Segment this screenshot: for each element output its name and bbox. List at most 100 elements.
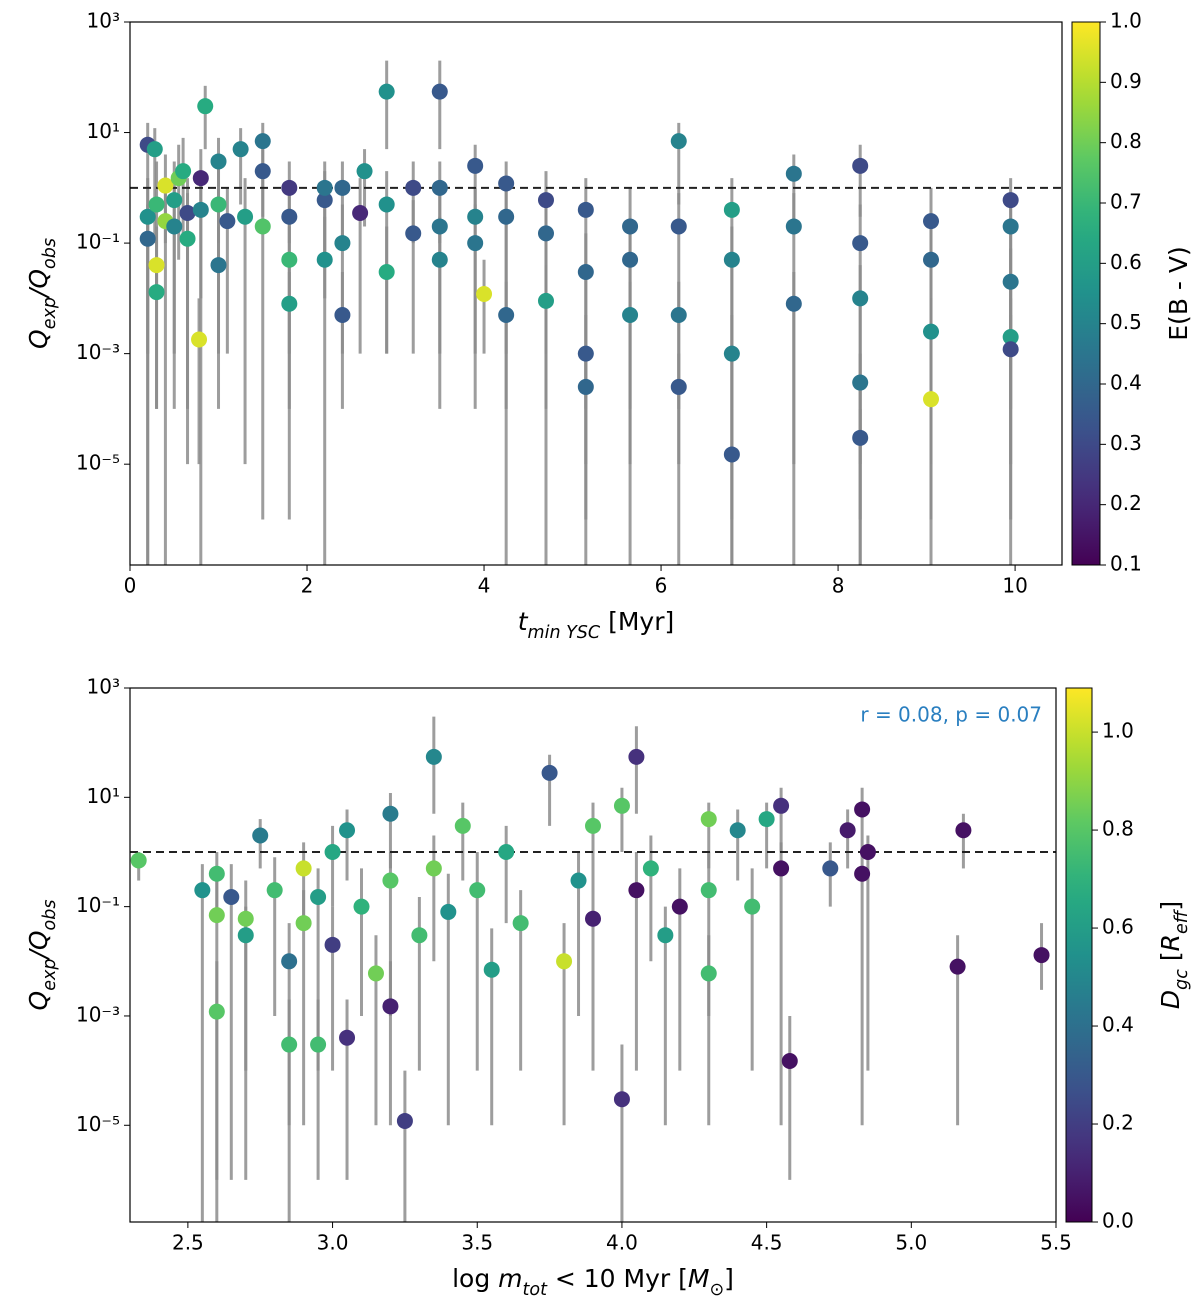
data-point bbox=[281, 208, 298, 225]
data-point bbox=[324, 936, 341, 953]
y-tick-label: 10³ bbox=[87, 675, 120, 699]
data-point bbox=[923, 391, 940, 408]
label-part: obs bbox=[40, 900, 60, 931]
data-point bbox=[923, 213, 940, 230]
axes-frame bbox=[129, 687, 1057, 1223]
colorbar-tick-label: 0.9 bbox=[1110, 69, 1142, 93]
label-part: log bbox=[452, 1264, 498, 1293]
data-point bbox=[454, 817, 471, 834]
data-point bbox=[281, 953, 298, 970]
data-point bbox=[852, 290, 869, 307]
data-point bbox=[476, 285, 493, 302]
label-part: exp bbox=[40, 297, 60, 329]
colorbar-tick-label: 0.5 bbox=[1110, 310, 1142, 334]
colorbar-tick-label: 0.3 bbox=[1110, 431, 1142, 455]
data-point bbox=[382, 998, 399, 1015]
data-point bbox=[585, 817, 601, 834]
annotation: r = 0.08, p = 0.07 bbox=[860, 703, 1042, 727]
data-point bbox=[324, 843, 341, 860]
data-point bbox=[405, 179, 422, 196]
data-point bbox=[356, 163, 373, 180]
x-tick-label: 3.5 bbox=[461, 1231, 493, 1255]
label-part: obs bbox=[40, 238, 60, 269]
data-point bbox=[295, 860, 312, 877]
data-point bbox=[622, 218, 639, 235]
data-point bbox=[281, 251, 298, 268]
data-point bbox=[210, 257, 227, 274]
colorbar-tick-label: 0.7 bbox=[1110, 190, 1142, 214]
data-point bbox=[334, 235, 351, 252]
data-point bbox=[773, 860, 790, 877]
data-point bbox=[700, 811, 717, 828]
label-part: ] bbox=[724, 1264, 734, 1293]
data-point bbox=[1002, 218, 1019, 235]
data-point bbox=[852, 429, 869, 446]
data-point bbox=[467, 235, 484, 252]
colorbar-tick-label: 0.0 bbox=[1102, 1209, 1134, 1233]
x-tick-label: 10 bbox=[1002, 574, 1027, 598]
x-axis-label: log mtot < 10 Myr [M⊙] bbox=[452, 1264, 734, 1300]
data-point bbox=[425, 860, 442, 877]
data-point bbox=[622, 307, 639, 324]
data-point bbox=[139, 230, 156, 247]
y-axis-label: Qexp/Qobs bbox=[24, 900, 60, 1011]
label-part: Q bbox=[24, 269, 53, 289]
data-point bbox=[700, 965, 717, 982]
data-point bbox=[729, 822, 746, 839]
colorbar bbox=[1065, 687, 1093, 1223]
data-point bbox=[622, 251, 639, 268]
data-point bbox=[537, 292, 554, 309]
data-point bbox=[670, 307, 687, 324]
data-point bbox=[577, 378, 594, 395]
colorbar-tick-label: 0.6 bbox=[1102, 915, 1134, 939]
colorbar bbox=[1071, 21, 1101, 566]
data-point bbox=[175, 163, 192, 180]
data-point bbox=[537, 192, 554, 209]
data-point bbox=[179, 230, 196, 247]
y-tick-label: 10⁻¹ bbox=[76, 230, 120, 254]
x-tick-label: 2 bbox=[301, 574, 314, 598]
data-point bbox=[642, 860, 659, 877]
colorbar-tick-label: 0.4 bbox=[1110, 371, 1142, 395]
label-part: / bbox=[24, 948, 53, 961]
label-part: E(B - V) bbox=[1164, 246, 1193, 340]
data-point bbox=[431, 218, 448, 235]
data-point bbox=[157, 177, 174, 194]
data-point bbox=[382, 805, 399, 822]
data-point bbox=[197, 98, 214, 115]
data-point bbox=[194, 882, 211, 899]
data-point bbox=[852, 157, 869, 174]
data-point bbox=[670, 218, 687, 235]
data-point bbox=[785, 295, 802, 312]
label-part: eff bbox=[1172, 908, 1192, 934]
y-tick-label: 10¹ bbox=[87, 784, 120, 808]
label-part: Q bbox=[24, 930, 53, 950]
data-point bbox=[378, 83, 395, 100]
data-point bbox=[854, 801, 871, 818]
label-part: ] bbox=[1156, 901, 1185, 911]
data-point bbox=[353, 898, 370, 915]
data-point bbox=[585, 910, 601, 927]
data-point bbox=[316, 251, 333, 268]
data-point bbox=[781, 1052, 798, 1069]
data-point bbox=[146, 141, 163, 158]
data-point bbox=[483, 961, 500, 978]
data-point bbox=[469, 882, 486, 899]
label-part: Q bbox=[24, 991, 53, 1011]
data-point bbox=[232, 141, 249, 158]
data-point bbox=[723, 201, 740, 218]
data-point bbox=[208, 865, 225, 882]
data-point bbox=[295, 915, 312, 932]
data-point bbox=[405, 225, 422, 242]
data-point bbox=[281, 295, 298, 312]
data-point bbox=[431, 251, 448, 268]
y-tick-label: 10⁻¹ bbox=[76, 893, 120, 917]
y-tick-label: 10⁻⁵ bbox=[76, 1112, 120, 1136]
data-point bbox=[266, 882, 283, 899]
data-point bbox=[378, 196, 395, 213]
data-point bbox=[498, 843, 515, 860]
data-point bbox=[411, 927, 428, 944]
data-point bbox=[613, 1091, 630, 1108]
colorbar-tick-label: 0.6 bbox=[1110, 250, 1142, 274]
data-point bbox=[556, 953, 573, 970]
